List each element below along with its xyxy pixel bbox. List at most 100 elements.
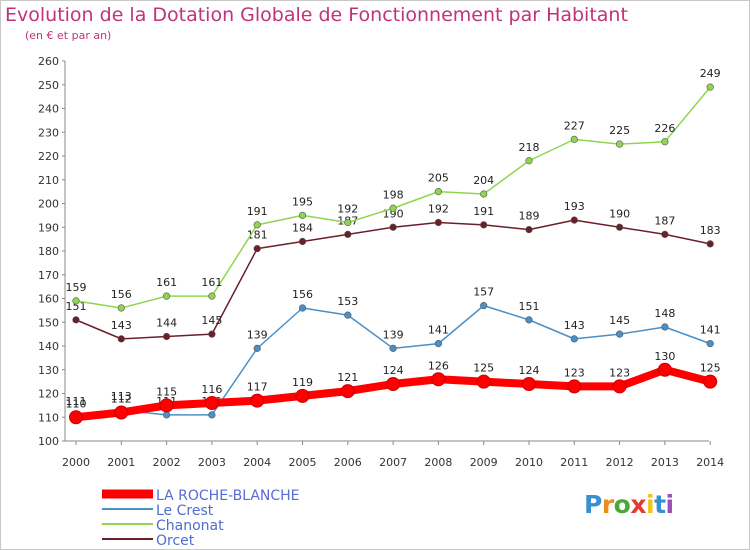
data-point (163, 332, 171, 341)
data-label: 113 (111, 390, 132, 403)
data-point (298, 211, 307, 219)
data-label: 184 (292, 222, 313, 235)
data-point (69, 410, 83, 425)
data-label: 195 (292, 195, 313, 208)
y-tick-label: 100 (38, 435, 59, 448)
data-point (204, 396, 219, 410)
data-point (163, 292, 171, 300)
data-label: 125 (473, 362, 494, 375)
data-label: 156 (292, 288, 313, 301)
y-tick-label: 120 (38, 388, 59, 401)
data-point (163, 411, 171, 419)
legend-label: Le Crest (156, 503, 214, 519)
data-point (386, 377, 401, 391)
proxiti-logo: Proxiti (584, 490, 674, 519)
x-tick-label: 2013 (651, 456, 679, 469)
data-point (208, 292, 216, 300)
data-label: 124 (519, 364, 540, 377)
y-tick-label: 250 (38, 79, 59, 92)
data-point (253, 221, 261, 229)
legend-label: Chanonat (156, 518, 224, 534)
data-point (706, 340, 714, 348)
data-point (522, 377, 536, 391)
data-label: 192 (337, 203, 358, 216)
data-label: 110 (66, 397, 87, 410)
y-tick-label: 240 (38, 103, 59, 116)
y-tick-label: 170 (38, 269, 59, 282)
x-tick-label: 2001 (107, 456, 135, 469)
data-point (480, 302, 488, 310)
data-label: 189 (519, 210, 540, 223)
data-label: 115 (156, 385, 177, 398)
data-point (570, 135, 578, 143)
data-label: 143 (564, 319, 585, 332)
data-label: 187 (654, 214, 675, 227)
data-label: 225 (609, 124, 630, 137)
data-label: 151 (66, 300, 87, 313)
data-label: 141 (700, 324, 721, 337)
data-point (480, 221, 488, 229)
data-point (253, 245, 261, 253)
data-label: 192 (428, 203, 449, 216)
chart-subtitle: (en € et par an) (25, 29, 112, 42)
x-tick-label: 2014 (696, 456, 724, 469)
data-point (480, 190, 488, 198)
x-tick-label: 2011 (560, 456, 588, 469)
data-point (344, 230, 352, 238)
legend-label: LA ROCHE-BLANCHE (156, 488, 300, 504)
data-label: 151 (519, 300, 540, 313)
data-point (706, 83, 714, 91)
data-point (570, 335, 578, 343)
data-label: 117 (247, 381, 268, 394)
data-point (434, 340, 443, 348)
data-point (159, 398, 174, 413)
data-point (389, 344, 397, 352)
y-tick-label: 130 (38, 364, 59, 377)
x-tick-label: 2002 (153, 456, 181, 469)
data-label: 112 (111, 393, 132, 406)
data-point (615, 223, 624, 231)
data-label: 144 (156, 317, 177, 330)
data-point (389, 204, 397, 212)
data-point (434, 218, 443, 227)
data-label: 159 (66, 281, 87, 294)
data-label: 205 (428, 172, 449, 185)
data-label: 191 (247, 205, 268, 218)
x-tick-label: 2003 (198, 456, 226, 469)
y-tick-label: 190 (38, 221, 59, 234)
data-label: 193 (564, 200, 585, 213)
data-label: 161 (201, 276, 222, 289)
data-point (344, 218, 352, 227)
data-label: 226 (654, 122, 675, 135)
y-tick-label: 150 (38, 316, 59, 329)
data-label: 130 (654, 350, 675, 363)
data-label: 124 (383, 364, 404, 377)
data-label: 145 (201, 314, 222, 327)
data-point (72, 316, 80, 324)
data-point (525, 316, 533, 324)
x-tick-label: 2004 (243, 456, 271, 469)
data-point (117, 335, 125, 343)
x-tick-label: 2010 (515, 456, 543, 469)
y-tick-label: 210 (38, 174, 59, 187)
data-point (657, 362, 672, 377)
data-point (567, 379, 582, 394)
y-tick-label: 140 (38, 340, 59, 353)
data-point (298, 237, 307, 246)
data-label: 183 (700, 224, 721, 237)
data-point (72, 297, 80, 305)
data-point (615, 140, 624, 148)
data-label: 157 (473, 286, 494, 299)
data-point (208, 411, 216, 419)
data-point (661, 138, 669, 146)
data-label: 119 (292, 376, 313, 389)
data-point (703, 374, 718, 389)
data-label: 126 (428, 359, 449, 372)
data-point (661, 323, 669, 331)
y-tick-label: 260 (38, 55, 59, 68)
y-tick-label: 180 (38, 245, 59, 258)
data-label: 249 (700, 67, 721, 80)
data-point (431, 372, 446, 387)
data-label: 116 (201, 383, 222, 396)
data-label: 204 (473, 174, 494, 187)
